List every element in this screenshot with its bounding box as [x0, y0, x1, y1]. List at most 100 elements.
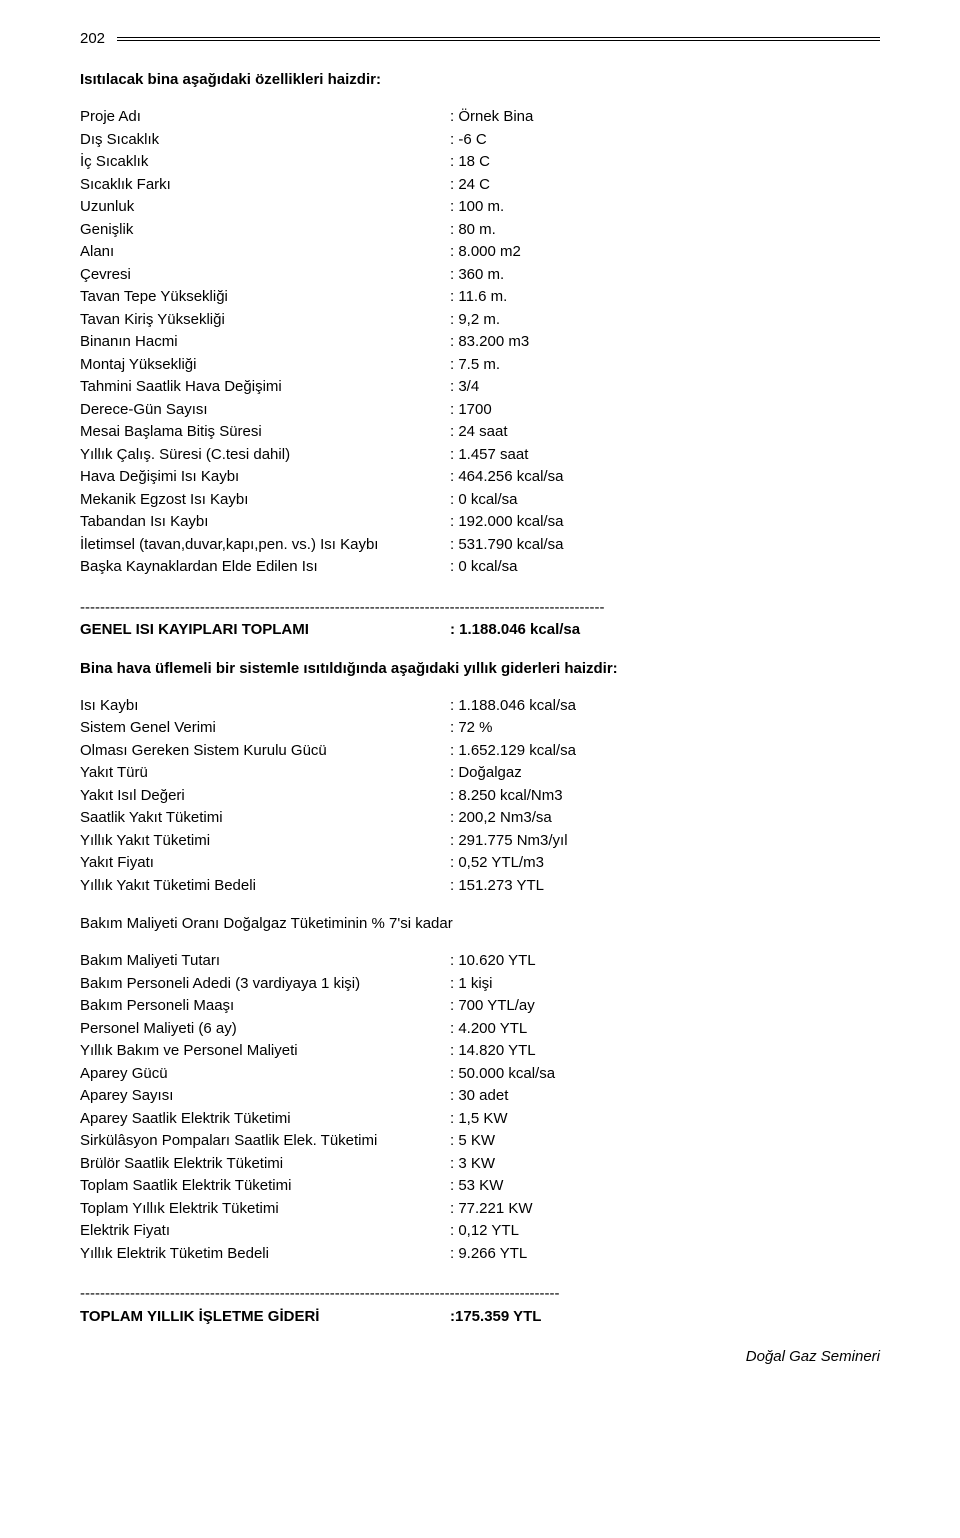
total-1: GENEL ISI KAYIPLARI TOPLAMI : 1.188.046 … — [80, 619, 880, 642]
kv-row: Elektrik Fiyatı: 0,12 YTL — [80, 1220, 880, 1243]
kv-value: : 18 C — [450, 151, 880, 174]
kv-row: Aparey Sayısı: 30 adet — [80, 1085, 880, 1108]
kv-value: : 53 KW — [450, 1175, 880, 1198]
kv-value: : 80 m. — [450, 219, 880, 242]
kv-value: : 1.457 saat — [450, 444, 880, 467]
kv-label: Başka Kaynaklardan Elde Edilen Isı — [80, 556, 450, 579]
kv-label: Alanı — [80, 241, 450, 264]
kv-value: : 8.000 m2 — [450, 241, 880, 264]
kv-row: Mesai Başlama Bitiş Süresi: 24 saat — [80, 421, 880, 444]
page-header: 202 — [80, 30, 880, 47]
block-3: Bakım Maliyeti Tutarı: 10.620 YTLBakım P… — [80, 950, 880, 1265]
kv-row: Toplam Yıllık Elektrik Tüketimi: 77.221 … — [80, 1198, 880, 1221]
kv-row: Yıllık Elektrik Tüketim Bedeli: 9.266 YT… — [80, 1243, 880, 1266]
kv-row: Uzunluk: 100 m. — [80, 196, 880, 219]
kv-row: Saatlik Yakıt Tüketimi: 200,2 Nm3/sa — [80, 807, 880, 830]
kv-label: Uzunluk — [80, 196, 450, 219]
kv-value: : 100 m. — [450, 196, 880, 219]
kv-label: Genişlik — [80, 219, 450, 242]
kv-label: Mekanik Egzost Isı Kaybı — [80, 489, 450, 512]
kv-label: Proje Adı — [80, 106, 450, 129]
kv-value: : 0,12 YTL — [450, 1220, 880, 1243]
kv-label: Personel Maliyeti (6 ay) — [80, 1018, 450, 1041]
kv-row: Yıllık Yakıt Tüketimi: 291.775 Nm3/yıl — [80, 830, 880, 853]
kv-row: Yıllık Çalış. Süresi (C.tesi dahil): 1.4… — [80, 444, 880, 467]
kv-value: : 0,52 YTL/m3 — [450, 852, 880, 875]
kv-row: Toplam Saatlik Elektrik Tüketimi: 53 KW — [80, 1175, 880, 1198]
kv-label: İç Sıcaklık — [80, 151, 450, 174]
kv-value: : -6 C — [450, 129, 880, 152]
kv-row: Yakıt Fiyatı: 0,52 YTL/m3 — [80, 852, 880, 875]
page-number: 202 — [80, 30, 105, 47]
kv-row: Bakım Personeli Adedi (3 vardiyaya 1 kiş… — [80, 973, 880, 996]
kv-value: : 30 adet — [450, 1085, 880, 1108]
kv-row: Brülör Saatlik Elektrik Tüketimi: 3 KW — [80, 1153, 880, 1176]
kv-value: : 291.775 Nm3/yıl — [450, 830, 880, 853]
kv-value: : 464.256 kcal/sa — [450, 466, 880, 489]
kv-label: Yakıt Türü — [80, 762, 450, 785]
kv-row: Yıllık Yakıt Tüketimi Bedeli: 151.273 YT… — [80, 875, 880, 898]
kv-row: İç Sıcaklık: 18 C — [80, 151, 880, 174]
kv-label: Sıcaklık Farkı — [80, 174, 450, 197]
kv-label: Derece-Gün Sayısı — [80, 399, 450, 422]
kv-value: : 10.620 YTL — [450, 950, 880, 973]
kv-value: : 4.200 YTL — [450, 1018, 880, 1041]
kv-row: Genişlik: 80 m. — [80, 219, 880, 242]
total-1-value: : 1.188.046 kcal/sa — [450, 619, 880, 642]
kv-label: Çevresi — [80, 264, 450, 287]
kv-label: Aparey Saatlik Elektrik Tüketimi — [80, 1108, 450, 1131]
kv-label: Elektrik Fiyatı — [80, 1220, 450, 1243]
kv-row: Bakım Personeli Maaşı: 700 YTL/ay — [80, 995, 880, 1018]
kv-label: Montaj Yüksekliği — [80, 354, 450, 377]
kv-row: Yıllık Bakım ve Personel Maliyeti: 14.82… — [80, 1040, 880, 1063]
kv-value: : 0 kcal/sa — [450, 489, 880, 512]
kv-value: : 72 % — [450, 717, 880, 740]
kv-row: Tavan Kiriş Yüksekliği: 9,2 m. — [80, 309, 880, 332]
kv-row: Aparey Gücü: 50.000 kcal/sa — [80, 1063, 880, 1086]
kv-label: Sirkülâsyon Pompaları Saatlik Elek. Tüke… — [80, 1130, 450, 1153]
kv-row: Binanın Hacmi: 83.200 m3 — [80, 331, 880, 354]
footer-text: Doğal Gaz Semineri — [80, 1348, 880, 1365]
header-rule — [117, 37, 880, 41]
kv-label: Toplam Saatlik Elektrik Tüketimi — [80, 1175, 450, 1198]
kv-label: Tabandan Isı Kaybı — [80, 511, 450, 534]
kv-label: Yıllık Yakıt Tüketimi Bedeli — [80, 875, 450, 898]
kv-row: Başka Kaynaklardan Elde Edilen Isı: 0 kc… — [80, 556, 880, 579]
kv-label: Yıllık Bakım ve Personel Maliyeti — [80, 1040, 450, 1063]
kv-value: : 50.000 kcal/sa — [450, 1063, 880, 1086]
kv-label: Tahmini Saatlik Hava Değişimi — [80, 376, 450, 399]
kv-value: : 700 YTL/ay — [450, 995, 880, 1018]
kv-row: Tabandan Isı Kaybı: 192.000 kcal/sa — [80, 511, 880, 534]
kv-value: : 0 kcal/sa — [450, 556, 880, 579]
kv-label: Hava Değişimi Isı Kaybı — [80, 466, 450, 489]
kv-row: Isı Kaybı: 1.188.046 kcal/sa — [80, 695, 880, 718]
kv-label: Yıllık Yakıt Tüketimi — [80, 830, 450, 853]
kv-label: Sistem Genel Verimi — [80, 717, 450, 740]
kv-label: Yakıt Fiyatı — [80, 852, 450, 875]
kv-value: : 1.652.129 kcal/sa — [450, 740, 880, 763]
total-1-label: GENEL ISI KAYIPLARI TOPLAMI — [80, 619, 450, 642]
heading-1: Isıtılacak bina aşağıdaki özellikleri ha… — [80, 71, 880, 88]
kv-row: Yakıt Türü: Doğalgaz — [80, 762, 880, 785]
kv-row: Tahmini Saatlik Hava Değişimi: 3/4 — [80, 376, 880, 399]
kv-label: Yıllık Elektrik Tüketim Bedeli — [80, 1243, 450, 1266]
kv-row: Sistem Genel Verimi: 72 % — [80, 717, 880, 740]
kv-value: : 9.266 YTL — [450, 1243, 880, 1266]
block-2: Isı Kaybı: 1.188.046 kcal/saSistem Genel… — [80, 695, 880, 898]
kv-label: Yıllık Çalış. Süresi (C.tesi dahil) — [80, 444, 450, 467]
kv-row: Sirkülâsyon Pompaları Saatlik Elek. Tüke… — [80, 1130, 880, 1153]
kv-label: Saatlik Yakıt Tüketimi — [80, 807, 450, 830]
kv-value: : 1 kişi — [450, 973, 880, 996]
kv-value: : 5 KW — [450, 1130, 880, 1153]
kv-row: Hava Değişimi Isı Kaybı: 464.256 kcal/sa — [80, 466, 880, 489]
kv-label: Tavan Tepe Yüksekliği — [80, 286, 450, 309]
total-2: TOPLAM YILLIK İŞLETME GİDERİ :175.359 YT… — [80, 1306, 880, 1329]
kv-label: Tavan Kiriş Yüksekliği — [80, 309, 450, 332]
kv-row: Tavan Tepe Yüksekliği: 11.6 m. — [80, 286, 880, 309]
kv-row: Bakım Maliyeti Tutarı: 10.620 YTL — [80, 950, 880, 973]
kv-value: : 24 C — [450, 174, 880, 197]
kv-label: Dış Sıcaklık — [80, 129, 450, 152]
kv-value: : 77.221 KW — [450, 1198, 880, 1221]
kv-label: Isı Kaybı — [80, 695, 450, 718]
kv-value: : 192.000 kcal/sa — [450, 511, 880, 534]
